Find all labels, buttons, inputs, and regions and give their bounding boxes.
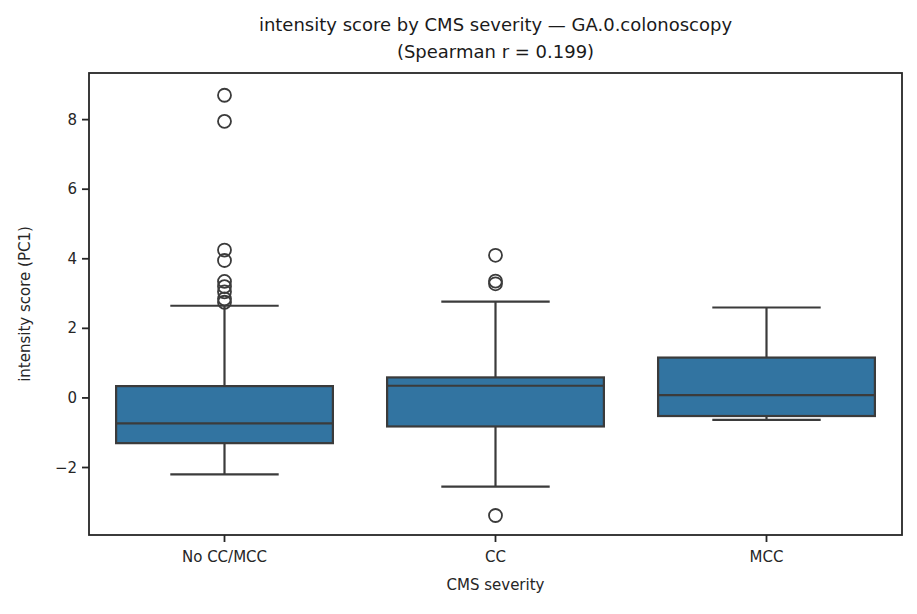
x-tick-label: No CC/MCC (182, 548, 267, 566)
y-tick-label: 8 (67, 111, 77, 129)
boxplot-canvas: 8 6 4 2 0 −2 No CC/MCC CC MCC (0, 0, 917, 614)
chart-title-block: intensity score by CMS severity — GA.0.c… (89, 11, 902, 65)
box (116, 386, 333, 443)
chart-title: intensity score by CMS severity — GA.0.c… (89, 11, 902, 38)
y-axis-label: intensity score (PC1) (16, 226, 34, 382)
y-tick-label: 4 (67, 250, 77, 268)
x-axis-label: CMS severity (89, 576, 902, 594)
outlier-point (218, 115, 231, 128)
y-tick-label: 6 (67, 180, 77, 198)
boxplot-figure: 8 6 4 2 0 −2 No CC/MCC CC MCC intensity score by… (0, 0, 917, 614)
y-tick-label: 0 (67, 389, 77, 407)
y-tick-label: 2 (67, 319, 77, 337)
y-tick-label: −2 (55, 459, 77, 477)
outlier-point (489, 249, 502, 262)
x-tick-label: MCC (750, 548, 784, 566)
x-tick-label: CC (485, 548, 506, 566)
box (658, 358, 875, 416)
outlier-point (489, 509, 502, 522)
outlier-point (218, 89, 231, 102)
chart-subtitle: (Spearman r = 0.199) (89, 38, 902, 65)
